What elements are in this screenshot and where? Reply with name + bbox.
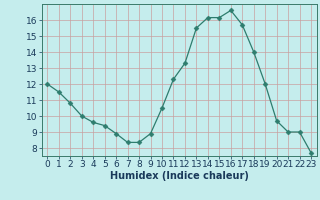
X-axis label: Humidex (Indice chaleur): Humidex (Indice chaleur) bbox=[110, 171, 249, 181]
